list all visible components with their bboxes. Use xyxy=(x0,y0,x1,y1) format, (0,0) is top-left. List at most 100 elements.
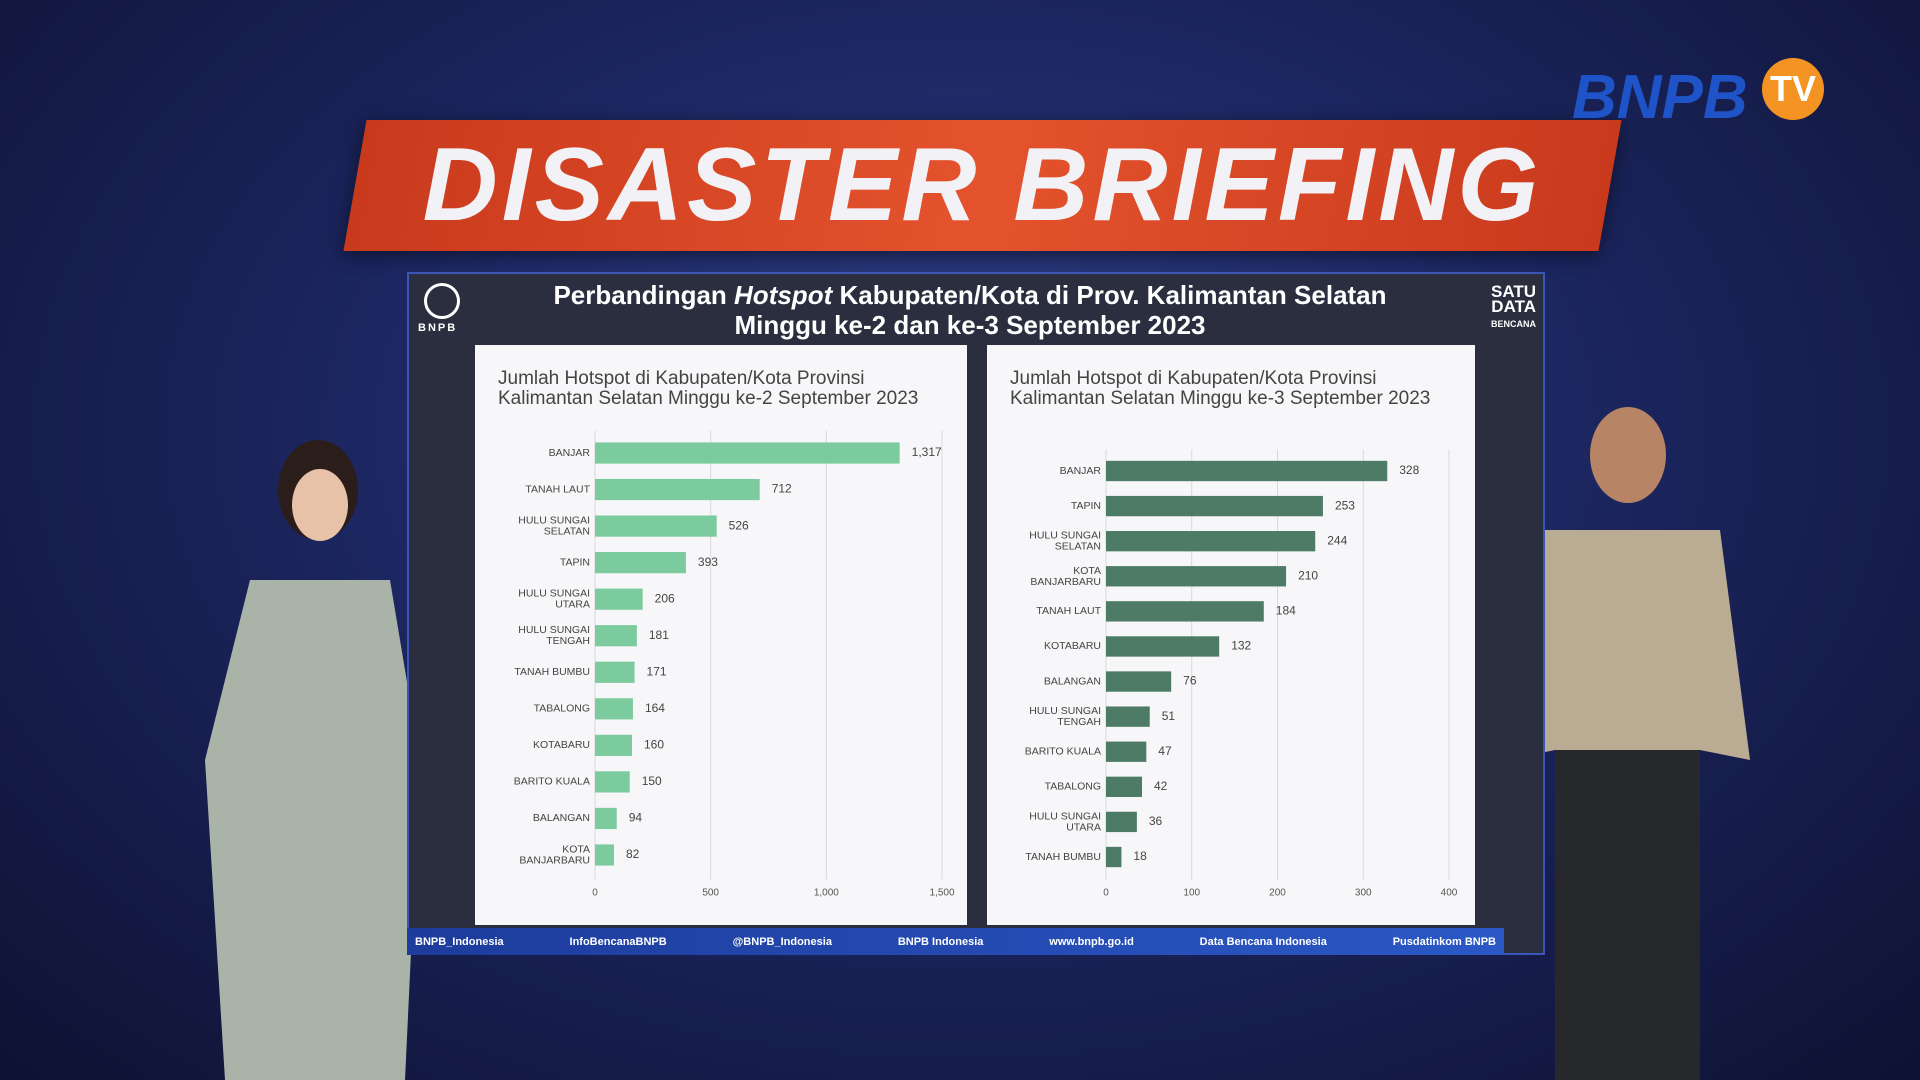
bar xyxy=(1106,566,1287,587)
value-label: 47 xyxy=(1158,744,1172,758)
y-tick-label: TANAH LAUT xyxy=(1036,605,1101,617)
value-label: 171 xyxy=(647,664,667,678)
x-tick-label: 0 xyxy=(592,888,598,899)
value-label: 712 xyxy=(772,482,792,496)
value-label: 36 xyxy=(1149,814,1163,828)
y-tick-label: BANJAR xyxy=(549,447,591,459)
value-label: 210 xyxy=(1298,568,1318,582)
bar xyxy=(595,844,614,866)
bar xyxy=(1106,636,1220,657)
footer-link: www.bnpb.go.id xyxy=(1049,935,1134,948)
bar xyxy=(1106,776,1143,797)
y-tick-label: BANJAR xyxy=(1060,465,1102,477)
bar xyxy=(1106,706,1150,727)
value-label: 82 xyxy=(626,847,640,861)
value-label: 132 xyxy=(1231,639,1251,653)
y-tick-label: HULU SUNGAI SELATAN xyxy=(518,514,590,537)
bar xyxy=(595,552,686,574)
bar xyxy=(595,661,635,683)
value-label: 526 xyxy=(729,518,749,532)
bar xyxy=(595,442,900,464)
footer-link: @BNPB_Indonesia xyxy=(732,935,832,948)
value-label: 328 xyxy=(1399,463,1419,477)
y-tick-label: TABALONG xyxy=(1045,781,1101,793)
y-tick-label: HULU SUNGAI TENGAH xyxy=(518,624,590,647)
presenter-left xyxy=(205,440,420,1080)
y-tick-label: HULU SUNGAI SELATAN xyxy=(1029,529,1101,552)
channel-logo-tv: TV xyxy=(1762,58,1824,120)
value-label: 94 xyxy=(629,811,643,825)
value-label: 18 xyxy=(1133,849,1147,863)
bar xyxy=(1106,531,1316,552)
value-label: 253 xyxy=(1335,498,1355,512)
chart: 0 500 1,000 1,500 BANJAR 1,317 TANAH LAUT 712 HU… xyxy=(514,430,955,899)
value-label: 181 xyxy=(649,628,669,642)
footer-link: InfoBencanaBNPB xyxy=(569,935,667,948)
header-line-1: Perbandingan Hotspot Kabupaten/Kota di P… xyxy=(470,280,1470,311)
value-label: 1,317 xyxy=(912,445,942,459)
logo-text: DATA xyxy=(1491,297,1536,316)
y-tick-label: HULU SUNGAI UTARA xyxy=(518,587,590,610)
footer: BNPB_Indonesia InfoBencanaBNPB @BNPB_Indon… xyxy=(407,928,1504,955)
bar xyxy=(595,515,717,537)
value-label: 150 xyxy=(642,774,662,788)
x-tick-label: 1,000 xyxy=(814,888,839,899)
bnpb-logo: BNPB xyxy=(418,322,458,334)
x-tick-label: 200 xyxy=(1269,888,1286,899)
x-tick-label: 300 xyxy=(1355,888,1372,899)
bar xyxy=(1106,741,1147,762)
value-label: 184 xyxy=(1276,604,1296,618)
x-tick-label: 400 xyxy=(1441,888,1458,899)
x-tick-label: 1,500 xyxy=(929,888,954,899)
y-tick-label: KOTABARU xyxy=(1044,640,1101,652)
value-label: 164 xyxy=(645,701,665,715)
y-tick-label: TABALONG xyxy=(534,703,590,715)
bar xyxy=(1106,846,1122,868)
bar xyxy=(1106,495,1323,517)
bar xyxy=(595,588,643,610)
y-tick-label: KOTA BANJARBARU xyxy=(1030,565,1101,588)
x-tick-label: 0 xyxy=(1103,888,1109,899)
banner-title: DISASTER BRIEFING xyxy=(422,127,1543,243)
chart-title: Jumlah Hotspot di Kabupaten/Kota Provins… xyxy=(1010,368,1431,409)
bar xyxy=(1106,460,1388,482)
footer-link: BNPB Indonesia xyxy=(897,935,984,948)
y-tick-label: BARITO KUALA xyxy=(514,776,590,788)
bar xyxy=(595,478,760,501)
bar xyxy=(1106,811,1137,833)
y-tick-label: TANAH LAUT xyxy=(525,483,590,495)
logo-text: BENCANA xyxy=(1491,319,1536,329)
value-label: 42 xyxy=(1154,779,1168,793)
y-tick-label: KOTA BANJARBARU xyxy=(519,843,590,866)
value-label: 160 xyxy=(644,738,664,752)
header-text: Hotspot xyxy=(734,280,833,310)
header-text: Perbandingan xyxy=(553,280,735,310)
bar xyxy=(595,698,633,720)
y-tick-label: HULU SUNGAI UTARA xyxy=(1029,810,1101,833)
chart-panel: 0 500 1,000 1,500 BANJAR 1,317 TANAH LAUT 712 HU… xyxy=(475,345,967,925)
value-label: 393 xyxy=(698,555,718,569)
value-label: 244 xyxy=(1327,533,1347,547)
chart-title: Jumlah Hotspot di Kabupaten/Kota Provins… xyxy=(498,368,919,409)
y-tick-label: TANAH BUMBU xyxy=(1025,851,1101,863)
y-tick-label: TAPIN xyxy=(560,556,590,568)
footer-link: BNPB_Indonesia xyxy=(415,935,504,948)
value-label: 76 xyxy=(1183,674,1197,688)
footer-link: Data Bencana Indonesia xyxy=(1199,935,1327,948)
header-text: Kabupaten/Kota di Prov. Kalimantan Selat… xyxy=(832,280,1387,310)
bar xyxy=(1106,601,1264,622)
value-label: 206 xyxy=(655,591,675,605)
value-label: 51 xyxy=(1162,709,1176,723)
chart: 0 100 200 300 400 BANJAR 328 TAPIN 253 HULU SUNGA… xyxy=(1025,449,1458,899)
channel-logo: BNPB xyxy=(1572,63,1748,132)
y-tick-label: BALANGAN xyxy=(1044,675,1101,687)
bnpb-icon xyxy=(424,283,460,319)
y-tick-label: BALANGAN xyxy=(533,812,590,824)
x-tick-label: 100 xyxy=(1183,888,1200,899)
bar xyxy=(595,734,633,756)
y-tick-label: BARITO KUALA xyxy=(1025,746,1101,758)
y-tick-label: TAPIN xyxy=(1071,500,1101,512)
bar xyxy=(595,771,630,793)
